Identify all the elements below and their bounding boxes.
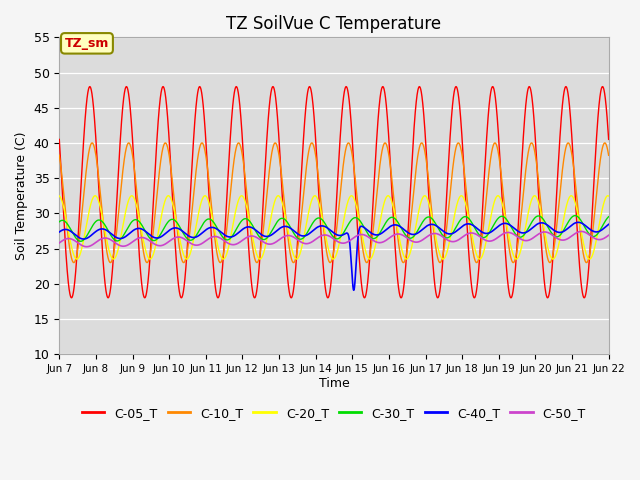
C-20_T: [472, 251, 480, 257]
C-50_T: [472, 231, 480, 237]
C-10_T: [601, 140, 609, 146]
C-10_T: [316, 183, 323, 189]
C-40_T: [56, 229, 63, 235]
C-20_T: [575, 216, 582, 222]
C-50_T: [316, 234, 323, 240]
Line: C-50_T: C-50_T: [60, 231, 609, 247]
C-50_T: [83, 244, 90, 250]
Line: C-40_T: C-40_T: [60, 222, 609, 290]
C-20_T: [73, 256, 81, 262]
C-40_T: [472, 225, 480, 231]
Title: TZ SoilVue C Temperature: TZ SoilVue C Temperature: [227, 15, 442, 33]
C-50_T: [457, 235, 465, 241]
C-05_T: [316, 201, 323, 207]
C-50_T: [577, 228, 585, 234]
C-50_T: [575, 229, 582, 235]
C-10_T: [70, 260, 77, 265]
C-20_T: [582, 249, 589, 255]
C-05_T: [472, 288, 480, 294]
C-30_T: [77, 239, 84, 244]
C-30_T: [582, 226, 589, 231]
C-30_T: [575, 215, 582, 221]
Text: TZ_sm: TZ_sm: [65, 37, 109, 50]
Line: C-10_T: C-10_T: [60, 143, 609, 263]
C-05_T: [242, 200, 250, 205]
Y-axis label: Soil Temperature (C): Soil Temperature (C): [15, 132, 28, 260]
C-05_T: [605, 136, 612, 142]
C-50_T: [56, 240, 63, 246]
C-30_T: [56, 219, 63, 225]
C-20_T: [316, 202, 323, 207]
C-10_T: [56, 153, 63, 158]
C-40_T: [457, 225, 465, 230]
C-05_T: [582, 292, 589, 298]
C-40_T: [575, 219, 582, 225]
C-05_T: [575, 252, 582, 258]
C-20_T: [242, 201, 250, 207]
C-40_T: [242, 225, 250, 230]
C-05_T: [56, 136, 63, 142]
Line: C-05_T: C-05_T: [60, 86, 609, 298]
X-axis label: Time: Time: [319, 377, 349, 390]
C-20_T: [605, 193, 612, 199]
C-30_T: [472, 228, 480, 234]
C-40_T: [582, 223, 589, 228]
C-05_T: [598, 84, 606, 89]
C-30_T: [572, 213, 579, 218]
C-30_T: [605, 214, 612, 219]
C-20_T: [457, 193, 465, 199]
Legend: C-05_T, C-10_T, C-20_T, C-30_T, C-40_T, C-50_T: C-05_T, C-10_T, C-20_T, C-30_T, C-40_T, …: [77, 402, 591, 424]
C-30_T: [316, 215, 323, 221]
C-40_T: [350, 288, 358, 293]
C-50_T: [605, 232, 612, 238]
C-10_T: [605, 153, 612, 158]
C-05_T: [457, 119, 465, 124]
C-20_T: [56, 193, 63, 199]
C-10_T: [242, 182, 250, 188]
C-50_T: [582, 230, 589, 236]
C-40_T: [316, 224, 323, 229]
C-05_T: [68, 295, 76, 300]
C-30_T: [457, 216, 465, 222]
C-10_T: [582, 259, 589, 265]
Line: C-30_T: C-30_T: [60, 216, 609, 241]
C-10_T: [457, 146, 465, 152]
C-40_T: [574, 219, 582, 225]
Line: C-20_T: C-20_T: [60, 196, 609, 259]
C-40_T: [605, 221, 612, 227]
C-20_T: [604, 193, 612, 199]
C-10_T: [472, 260, 480, 265]
C-10_T: [575, 215, 582, 220]
C-30_T: [242, 216, 250, 222]
C-50_T: [242, 235, 250, 241]
